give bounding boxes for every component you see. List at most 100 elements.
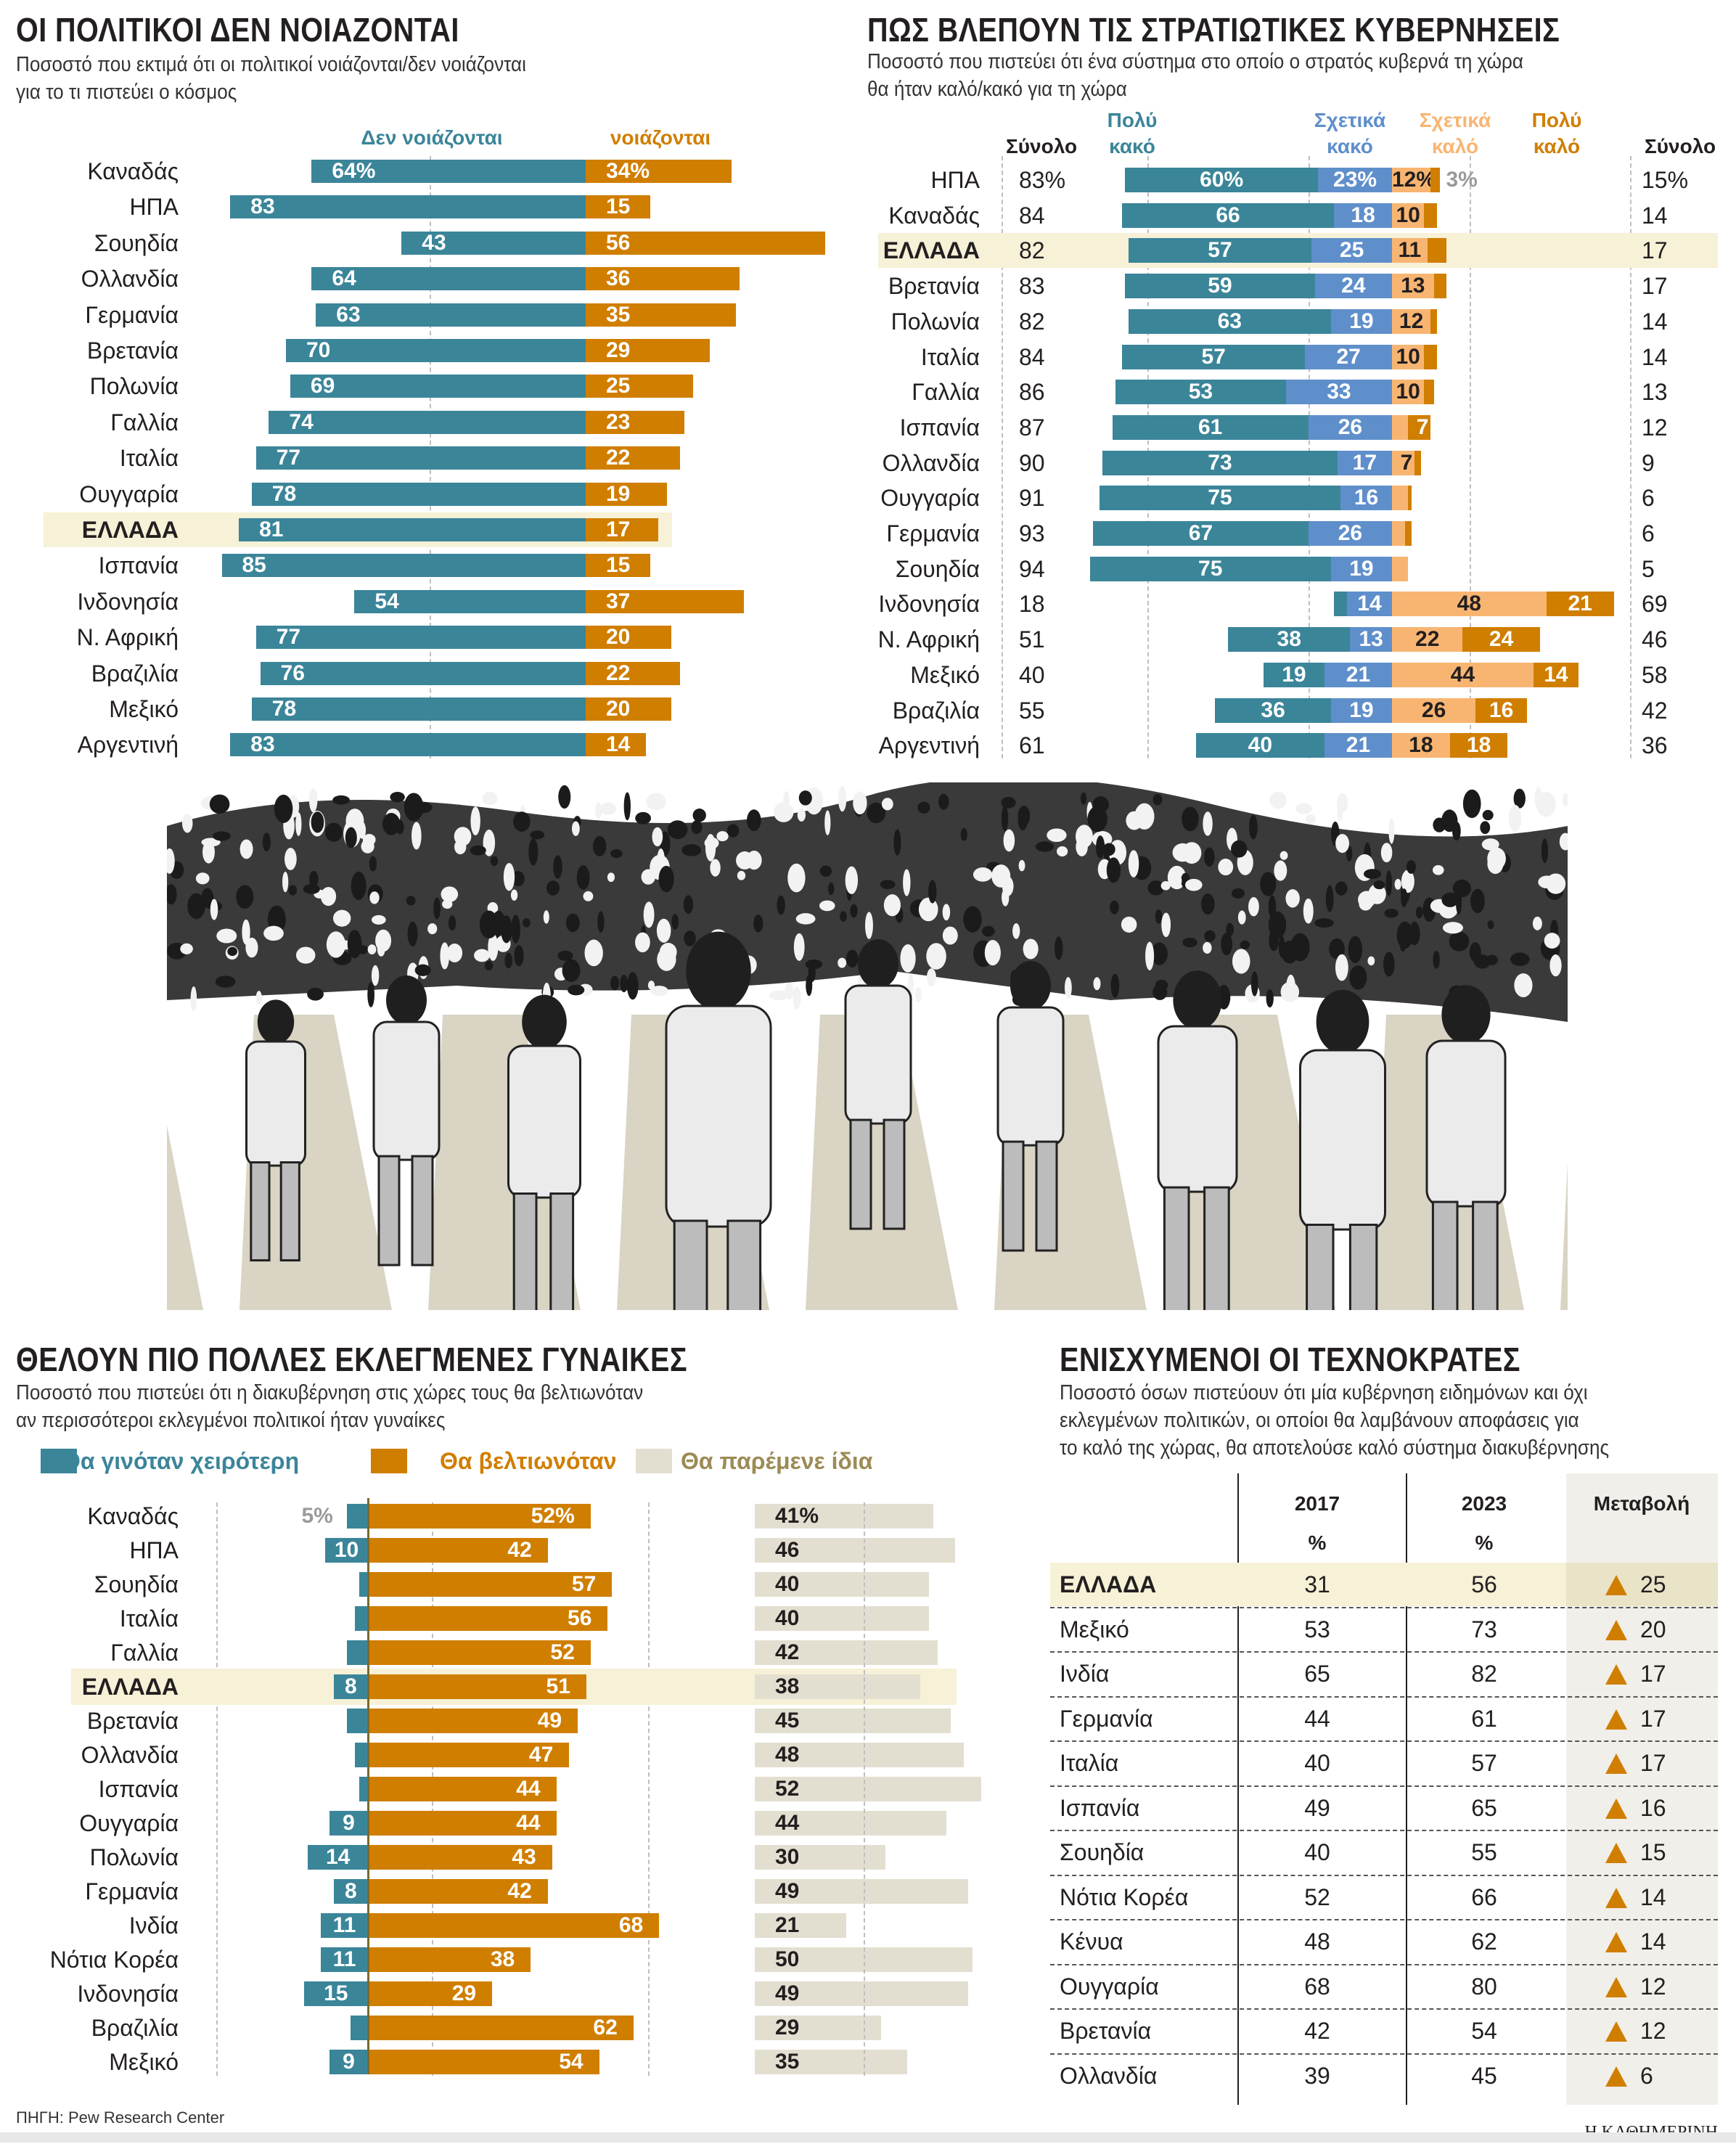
bar-very-good <box>1449 733 1508 758</box>
bar-value-label: 10 <box>1396 380 1420 404</box>
country-label: Βρετανία <box>888 273 980 300</box>
bar-better <box>368 1674 586 1699</box>
bar-care <box>586 733 646 757</box>
bar-value-label: 12% <box>1392 168 1436 192</box>
country-label: Πολωνία <box>890 308 980 335</box>
bar-value-label: 49 <box>775 1981 800 2005</box>
country-label: Αργεντινή <box>878 732 980 759</box>
bar-better <box>368 2016 634 2040</box>
triangle-up-icon <box>1605 1887 1627 1908</box>
country-label: Ουγγαρία <box>79 1810 179 1836</box>
bar-worse <box>346 1504 368 1529</box>
bar-better <box>368 1640 591 1665</box>
value-2017: 68 <box>1304 1973 1330 2000</box>
bar-better <box>368 1572 613 1597</box>
highlight-band-change <box>1566 1563 1718 1606</box>
header-total-bad: Σύνολο <box>1005 135 1078 157</box>
row-separator <box>1050 1785 1718 1787</box>
bar-value-label: 63 <box>336 302 361 327</box>
bar-somewhat-good <box>1392 697 1476 723</box>
bar-value-label: 22 <box>606 660 631 685</box>
value-2023: 82 <box>1471 1661 1497 1687</box>
country-label: Γερμανία <box>886 520 980 547</box>
bar-value-label: 10 <box>1396 344 1420 369</box>
bar-value-label: 26 <box>1338 521 1363 545</box>
column-header: Μεταβολή <box>1593 1492 1690 1515</box>
chart-subtitle-line: θα ήταν καλό/κακό για τη χώρα <box>867 78 1127 101</box>
bar-value-label: 15 <box>606 195 631 219</box>
country-label: Σουηδία <box>895 555 980 582</box>
row-separator <box>1050 2053 1718 2055</box>
value-2017: 53 <box>1304 1616 1330 1642</box>
header-very-good: Πολύ <box>1531 109 1582 131</box>
bar-value-label: 56 <box>568 1606 592 1630</box>
bar-value-label: 51 <box>546 1674 570 1698</box>
country-label: Ισπανία <box>98 1776 179 1802</box>
bar-very-bad <box>1089 556 1331 581</box>
bar-dont-care <box>251 482 586 506</box>
bar-very-good <box>1546 592 1614 617</box>
bar-very-bad <box>1099 486 1341 511</box>
bar-value-label: 67 <box>1188 521 1213 545</box>
bar-value-label: 10 <box>334 1538 359 1562</box>
value-2017: 52 <box>1304 1883 1330 1910</box>
bar-value-label: 26 <box>1338 414 1363 439</box>
bar-value-label: 13 <box>1401 274 1425 298</box>
bar-value-label: 69 <box>310 374 335 398</box>
bar-worse <box>321 1913 368 1938</box>
bar-same <box>755 1572 929 1597</box>
country-label: Βραζιλία <box>892 697 980 724</box>
bar-value-label: 27 <box>1336 344 1361 369</box>
gridline <box>216 1502 218 2076</box>
bar-somewhat-bad <box>1340 486 1392 511</box>
bar-somewhat-good <box>1392 450 1414 475</box>
total-good-value: 13 <box>1642 379 1668 406</box>
bar-value-label: 48 <box>1457 592 1481 616</box>
bar-somewhat-good <box>1392 238 1428 263</box>
change-value: 6 <box>1640 2062 1653 2089</box>
bar-very-bad <box>1263 662 1324 687</box>
bar-value-label: 11 <box>1398 238 1422 263</box>
country-label: Καναδάς <box>87 1503 179 1529</box>
country-label: Κένυα <box>1060 1928 1123 1955</box>
bar-value-label: 64 <box>332 266 356 291</box>
total-bad-value: 51 <box>1019 626 1045 653</box>
bar-worse <box>346 1709 368 1733</box>
bar-value-label: 43 <box>422 230 446 255</box>
bar-value-label: 16 <box>1354 486 1379 510</box>
bar-value-label: 45 <box>775 1709 800 1732</box>
country-label: Ολλανδία <box>81 1742 179 1768</box>
row-separator <box>1050 1830 1718 1831</box>
bar-value-label: 19 <box>1349 697 1374 722</box>
bar-value-label: 20 <box>606 625 631 650</box>
value-2023: 65 <box>1471 1794 1497 1821</box>
bar-very-bad <box>1125 168 1319 192</box>
country-label: Βρετανία <box>86 337 179 364</box>
value-2017: 40 <box>1304 1750 1330 1776</box>
triangle-up-icon <box>1605 1843 1627 1863</box>
country-label: Καναδάς <box>87 158 179 184</box>
bar-value-label: 57 <box>1208 238 1232 263</box>
value-2023: 62 <box>1471 1928 1497 1955</box>
source-note: ΠΗΓΗ: Pew Research Center <box>16 2108 225 2127</box>
bar-value-label: 78 <box>271 697 297 721</box>
header-very-bad: κακό <box>1109 135 1155 157</box>
bar-value-label: 53 <box>1188 380 1213 404</box>
country-label: Αργεντινή <box>77 732 179 758</box>
total-good-value: 9 <box>1642 449 1655 476</box>
bar-value-label: 29 <box>451 1981 477 2005</box>
bar-somewhat-bad <box>1324 733 1392 758</box>
bar-better <box>368 1913 660 1938</box>
bar-dont-care <box>230 195 586 219</box>
zero-axis-line <box>367 1498 369 2074</box>
country-label: Γαλλία <box>110 409 179 435</box>
chart-title: ΠΩΣ ΒΛΕΠΟΥΝ ΤΙΣ ΣΤΡΑΤΙΩΤΙΚΕΣ ΚΥΒΕΡΝΗΣΕΙΣ <box>867 11 1560 49</box>
bar-value-label: 19 <box>1349 556 1374 581</box>
total-bad-value: 84 <box>1019 202 1045 229</box>
country-label: Ισπανία <box>98 552 179 579</box>
bar-value-label: 15 <box>606 553 631 578</box>
row-separator <box>1050 1651 1718 1653</box>
total-good-value: 36 <box>1642 732 1668 759</box>
column-unit: % <box>1308 1531 1327 1554</box>
bar-value-label: 52% <box>531 1504 575 1528</box>
